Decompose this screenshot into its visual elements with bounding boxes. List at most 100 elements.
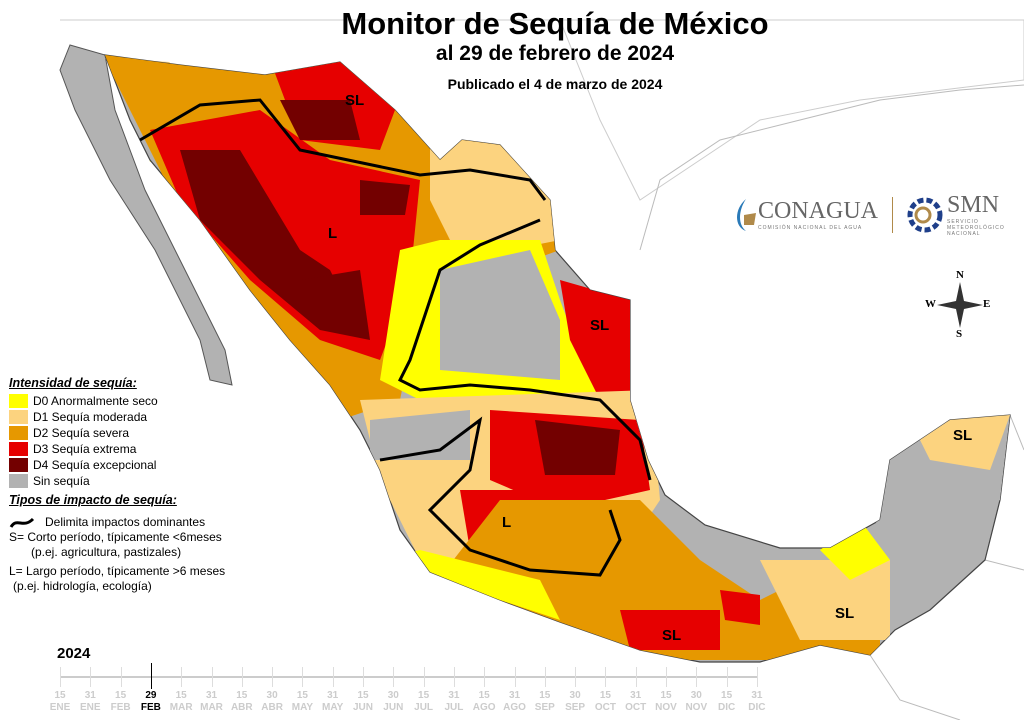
timeline-tick	[635, 667, 637, 687]
page-title: Monitor de Sequía de México	[341, 6, 769, 41]
timeline-month: JUN	[352, 702, 373, 713]
timeline-label[interactable]: 29 FEB	[136, 690, 166, 714]
impact-boundaries	[139, 98, 652, 577]
timeline-label[interactable]: 15 FEB	[106, 690, 136, 714]
timeline-tick	[90, 667, 92, 687]
impact-line-label: Delimita impactos dominantes	[45, 515, 206, 529]
timeline-label[interactable]: 31 OCT	[621, 690, 651, 714]
legend-label: D4 Sequía excepcional	[33, 458, 157, 472]
timeline-label[interactable]: 30 NOV	[681, 690, 711, 714]
l-examples: (p.ej. hidrología, ecología)	[13, 579, 152, 593]
legend-label: D2 Sequía severa	[33, 426, 130, 440]
timeline-label[interactable]: 31 MAR	[197, 690, 227, 714]
legend-item-D1: D1 Sequía moderada	[9, 409, 225, 425]
timeline-month: ABR	[261, 702, 283, 713]
timeline-axis	[60, 676, 757, 678]
timeline-tick	[332, 667, 334, 687]
legend-label: D1 Sequía moderada	[33, 410, 148, 424]
gulf-coast-us	[639, 84, 1024, 251]
timeline-day: 15	[115, 690, 127, 701]
timeline-label[interactable]: 15 MAR	[166, 690, 196, 714]
timeline-label[interactable]: 15 SEP	[530, 690, 560, 714]
s-definition: S= Corto período, típicamente <6meses	[9, 530, 222, 544]
timeline-day: 30	[690, 690, 702, 701]
l-definition: L= Largo período, típicamente >6 meses	[9, 564, 226, 578]
timeline-month: JUN	[383, 702, 404, 713]
timeline-year: 2024	[57, 645, 91, 662]
timeline-label[interactable]: 15 NOV	[651, 690, 681, 714]
timeline-month: ENE	[49, 702, 71, 713]
legend-item-D4: D4 Sequía excepcional	[9, 457, 225, 473]
timeline-label[interactable]: 31 DIC	[742, 690, 772, 714]
legend-item-none: Sin sequía	[9, 473, 225, 489]
compass-star-icon	[937, 282, 983, 328]
timeline-label[interactable]: 15 OCT	[590, 690, 620, 714]
published-date: Publicado el 4 de marzo de 2024	[447, 76, 663, 92]
timeline-day: 15	[418, 690, 430, 701]
legend-label: D3 Sequía extrema	[33, 442, 137, 456]
timeline-label[interactable]: 15 JUN	[348, 690, 378, 714]
timeline-day: 15	[236, 690, 248, 701]
timeline-day: 30	[266, 690, 278, 701]
timeline-month: DIC	[717, 702, 736, 713]
compass-s: S	[956, 328, 963, 340]
timeline-month: SEP	[565, 702, 586, 713]
timeline-label[interactable]: 15 JUL	[409, 690, 439, 714]
timeline-label[interactable]: 15 AGO	[469, 690, 499, 714]
timeline-label[interactable]: 15 ABR	[227, 690, 257, 714]
timeline-month: MAY	[291, 702, 314, 713]
timeline-day: 15	[539, 690, 551, 701]
page-subtitle: al 29 de febrero de 2024	[435, 42, 675, 65]
usa-land	[60, 19, 1024, 201]
timeline-day: 15	[357, 690, 369, 701]
timeline-tick	[756, 667, 758, 687]
map-label: L	[502, 514, 511, 531]
timeline-tick	[514, 667, 516, 687]
timeline-tick	[605, 667, 607, 687]
timeline-label[interactable]: 30 JUN	[378, 690, 408, 714]
timeline-label[interactable]: 31 MAY	[318, 690, 348, 714]
timeline-month: OCT	[625, 702, 647, 713]
impact-line-icon	[9, 517, 35, 528]
timeline-tick	[241, 667, 243, 687]
timeline-month: JUL	[444, 702, 464, 713]
timeline-tick	[181, 667, 183, 687]
timeline-month: NOV	[685, 702, 708, 713]
timeline-label[interactable]: 15 ENE	[45, 690, 75, 714]
timeline-label[interactable]: 31 AGO	[500, 690, 530, 714]
timeline-month: AGO	[503, 702, 526, 713]
map-label: SL	[835, 605, 854, 622]
timeline-tick	[120, 667, 122, 687]
timeline-day: 31	[751, 690, 763, 701]
timeline-label[interactable]: 15 DIC	[712, 690, 742, 714]
smn-name: SMN	[947, 192, 1000, 218]
compass-n: N	[956, 269, 964, 281]
timeline-label[interactable]: 30 ABR	[257, 690, 287, 714]
timeline-day: 15	[660, 690, 672, 701]
timeline-tick	[696, 667, 698, 687]
timeline-day: 31	[84, 690, 96, 701]
central-america	[869, 414, 1024, 720]
legend-label: D0 Anormalmente seco	[33, 394, 158, 408]
timeline-label[interactable]: 30 SEP	[560, 690, 590, 714]
conagua-name: CONAGUA	[758, 198, 878, 224]
timeline-day: 31	[508, 690, 521, 701]
timeline-day: 31	[327, 690, 339, 701]
timeline-month: MAR	[169, 702, 193, 713]
timeline-day: 31	[205, 690, 218, 701]
compass-e: E	[983, 298, 991, 310]
smn-subtitle: SERVICIO METEOROLÓGICO NACIONAL	[947, 219, 1005, 237]
timeline-tick	[423, 667, 425, 687]
legend-item-D2: D2 Sequía severa	[9, 425, 225, 441]
timeline-label[interactable]: 31 ENE	[75, 690, 105, 714]
logo-divider	[892, 196, 893, 233]
legend-swatch	[9, 442, 28, 456]
timeline-month: DIC	[748, 702, 766, 713]
timeline-tick	[666, 667, 667, 687]
map-label: SL	[662, 627, 681, 644]
timeline-day: 29	[145, 690, 157, 701]
timeline-label[interactable]: 15 MAY	[287, 690, 317, 714]
timeline-month: FEB	[140, 702, 161, 713]
timeline-label[interactable]: 31 JUL	[439, 690, 469, 714]
